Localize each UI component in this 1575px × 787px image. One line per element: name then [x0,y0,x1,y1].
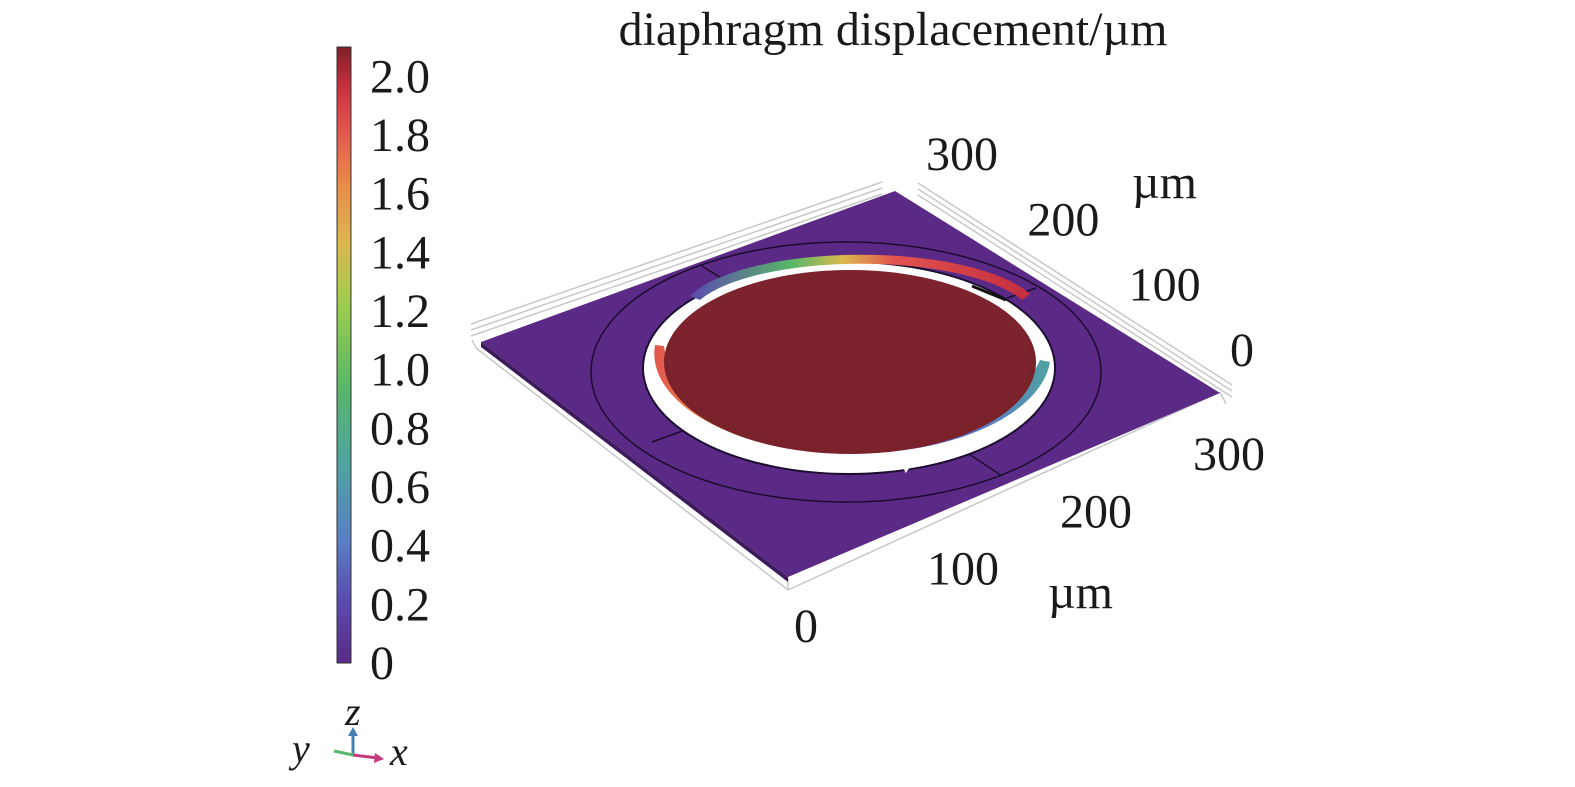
colorbar-tick-label: 1.8 [370,109,430,162]
colorbar-bar [336,46,352,664]
triad-y-arrow [333,749,354,757]
colorbar-tick-label: 0.2 [370,578,430,631]
y-axis-tick-label: 200 [1027,193,1099,246]
colorbar-tick-label: 1.6 [370,168,430,221]
colorbar-tick-label: 2.0 [370,50,430,103]
colorbar-tick-label: 1.0 [370,344,430,397]
plot-title: diaphragm displacement/µm [619,3,1168,56]
triad-x-arrow [352,753,379,760]
x-axis-tick-label: 0 [794,600,818,653]
colorbar-tick-label: 0 [370,637,394,690]
colorbar: 2.0 1.8 1.61.4 1.2 1.00.8 0.6 0.40.2 0 [336,46,430,690]
colorbar-tick-label: 1.2 [370,285,430,338]
axis-triad: z y x [288,689,408,774]
colorbar-tick-label: 0.6 [370,461,430,514]
x-axis-tick-label: 200 [1060,485,1132,538]
x-axis-tick-label: 100 [927,543,999,596]
x-axis-unit: µm [1048,566,1113,619]
triad-x-label: x [389,729,408,774]
outer-ring-outline [590,241,1102,503]
y-axis-tick-label: 100 [1129,259,1201,312]
y-axis-tick-label: 0 [1230,324,1254,377]
colorbar-tick-label: 0.4 [370,520,430,573]
y-axis-ticks: 0 100 200 300 [926,128,1254,377]
triad-y-label: y [288,726,310,771]
spring-ring-upper [690,254,1030,300]
triad-z-label: z [344,689,361,734]
substrate-edge [481,342,788,582]
colorbar-ticks: 2.0 1.8 1.61.4 1.2 1.00.8 0.6 0.40.2 0 [370,50,430,690]
colorbar-tick-label: 0.8 [370,402,430,455]
y-axis-tick-label: 300 [926,128,998,181]
x-axis-ticks: 0 100 200 300 [794,428,1265,653]
bounding-box-lines [470,181,1233,591]
y-axis-unit: µm [1132,156,1197,209]
diaphragm-highlight [668,270,1032,446]
colorbar-tick-label: 1.4 [370,226,430,279]
x-axis-tick-label: 300 [1193,428,1265,481]
